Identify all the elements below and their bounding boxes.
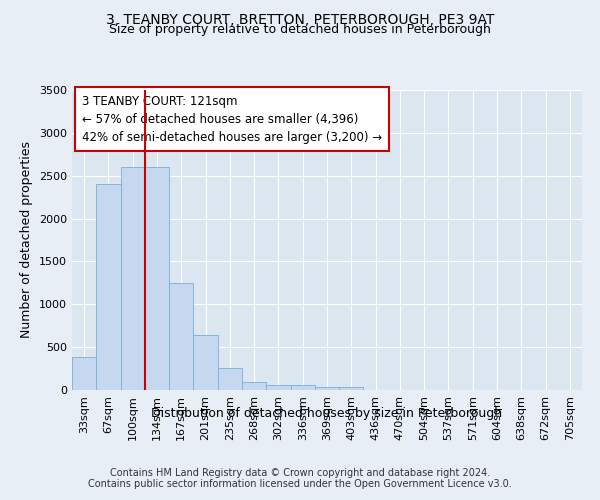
Bar [121, 167, 145, 390]
Bar [339, 388, 364, 390]
Bar [72, 358, 96, 390]
Text: Distribution of detached houses by size in Peterborough: Distribution of detached houses by size … [151, 408, 503, 420]
Bar [193, 335, 218, 390]
Bar [242, 382, 266, 390]
Y-axis label: Number of detached properties: Number of detached properties [20, 142, 34, 338]
Bar [290, 386, 315, 390]
Bar [145, 167, 169, 390]
Text: Contains public sector information licensed under the Open Government Licence v3: Contains public sector information licen… [88, 479, 512, 489]
Bar [96, 184, 121, 390]
Bar [218, 368, 242, 390]
Text: 3, TEANBY COURT, BRETTON, PETERBOROUGH, PE3 9AT: 3, TEANBY COURT, BRETTON, PETERBOROUGH, … [106, 12, 494, 26]
Text: 3 TEANBY COURT: 121sqm
← 57% of detached houses are smaller (4,396)
42% of semi-: 3 TEANBY COURT: 121sqm ← 57% of detached… [82, 94, 382, 144]
Bar [169, 283, 193, 390]
Text: Size of property relative to detached houses in Peterborough: Size of property relative to detached ho… [109, 22, 491, 36]
Bar [266, 386, 290, 390]
Text: Contains HM Land Registry data © Crown copyright and database right 2024.: Contains HM Land Registry data © Crown c… [110, 468, 490, 477]
Bar [315, 386, 339, 390]
